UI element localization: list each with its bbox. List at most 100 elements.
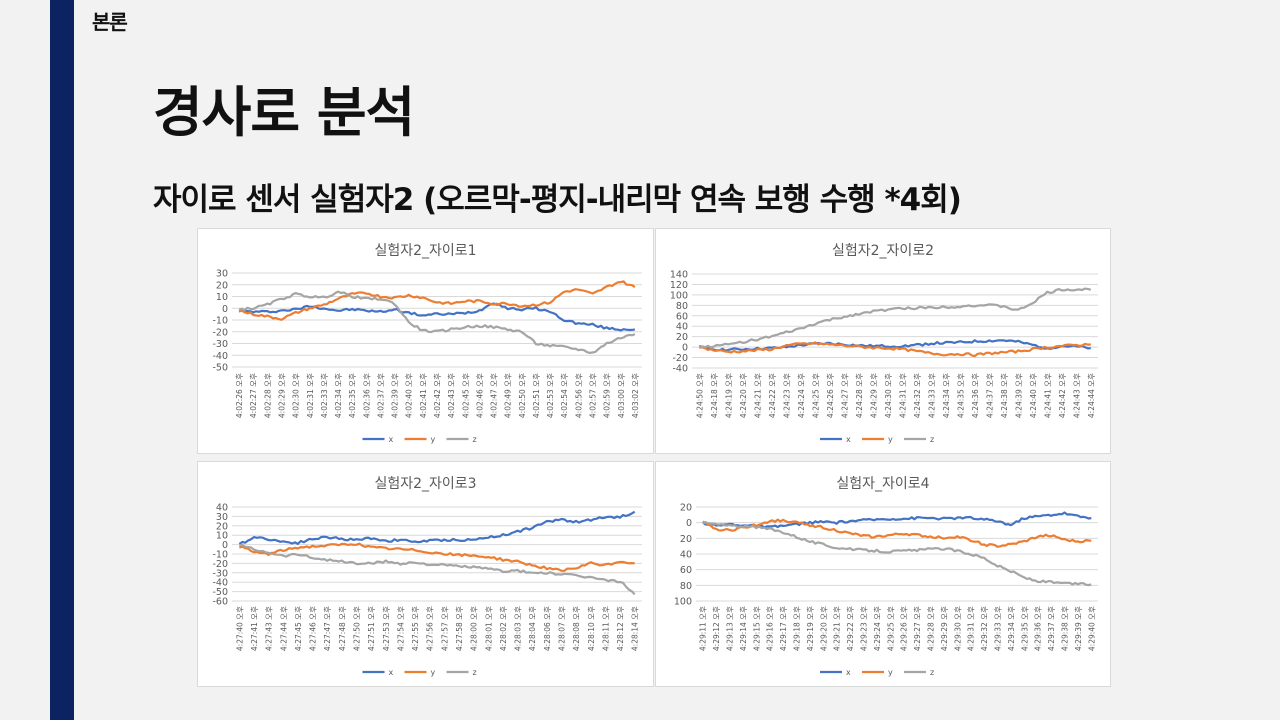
y-tick-label: 60 bbox=[680, 565, 692, 576]
x-tick-label: 4:28:02 오후 bbox=[499, 606, 508, 651]
x-tick-label: 4:29:18 오후 bbox=[793, 606, 802, 651]
y-tick-label: -30 bbox=[212, 339, 228, 350]
y-tick-label: 140 bbox=[670, 270, 688, 281]
x-tick-label: 4:02:59 오후 bbox=[603, 373, 612, 418]
x-tick-label: 4:24:27 오후 bbox=[840, 373, 849, 418]
x-tick-label: 4:02:42 오후 bbox=[433, 373, 442, 418]
x-tick-label: 4:27:55 오후 bbox=[411, 606, 420, 651]
x-tick-label: 4:29:23 오후 bbox=[860, 606, 869, 651]
x-tick-label: 4:24:33 오후 bbox=[927, 373, 936, 418]
series-line-y bbox=[702, 518, 1092, 548]
x-tick-label: 4:24:35 오후 bbox=[956, 373, 965, 418]
y-tick-label: 100 bbox=[670, 290, 688, 301]
x-tick-label: 4:02:27 오후 bbox=[249, 373, 258, 418]
y-tick-label: 40 bbox=[676, 322, 688, 333]
x-tick-label: 4:24:23 오후 bbox=[782, 373, 791, 418]
x-tick-label: 4:24:18 오후 bbox=[710, 373, 719, 418]
x-tick-label: 4:27:58 오후 bbox=[455, 606, 464, 651]
x-tick-label: 4:29:24 오후 bbox=[873, 606, 882, 651]
x-tick-label: 4:24:19 오후 bbox=[724, 373, 733, 418]
x-tick-label: 4:29:30 오후 bbox=[953, 606, 962, 651]
chart-gyro4: 실험자_자이로4 20 0 20 40 60 80 100 4:29:11 오후 4:29:12 … bbox=[674, 476, 1098, 677]
x-tick-label: 4:29:37 오후 bbox=[1047, 606, 1056, 651]
x-tick-label: 4:29:27 오후 bbox=[913, 606, 922, 651]
x-tick-label: 4:24:28 오후 bbox=[855, 373, 864, 418]
x-tick-label: 4:28:12 오후 bbox=[616, 606, 625, 651]
x-tick-label: 4:24:38 오후 bbox=[1000, 373, 1009, 418]
x-tick-label: 4:24:24 오후 bbox=[797, 373, 806, 418]
x-tick-label: 4:29:25 오후 bbox=[886, 606, 895, 651]
series-line-y bbox=[239, 542, 635, 572]
chart-title: 실험자2_자이로2 bbox=[832, 243, 934, 259]
x-tick-label: 4:24:29 오후 bbox=[869, 373, 878, 418]
series-line-z bbox=[239, 543, 636, 596]
y-tick-label: -40 bbox=[212, 578, 228, 589]
x-tick-label: 4:28:14 오후 bbox=[631, 606, 640, 651]
x-tick-label: 4:02:41 오후 bbox=[419, 373, 428, 418]
x-tick-label: 4:29:35 오후 bbox=[1020, 606, 1029, 651]
y-tick-label: 20 bbox=[680, 534, 692, 545]
x-tick-label: 4:29:28 오후 bbox=[927, 606, 936, 651]
legend-label-z: z bbox=[473, 435, 477, 444]
x-tick-label: 4:29:29 오후 bbox=[940, 606, 949, 651]
x-tick-label: 4:02:40 오후 bbox=[405, 373, 414, 418]
legend-label-y: y bbox=[888, 435, 893, 444]
x-tick-label: 4:29:33 오후 bbox=[994, 606, 1003, 651]
x-tick-label: 4:28:06 오후 bbox=[543, 606, 552, 651]
y-tick-label: -10 bbox=[212, 316, 228, 327]
y-tick-label: -50 bbox=[212, 363, 228, 374]
x-tick-label: 4:29:32 오후 bbox=[980, 606, 989, 651]
y-tick-label: 80 bbox=[680, 581, 692, 592]
x-tick-label: 4:28:11 오후 bbox=[601, 606, 610, 651]
legend-label-x: x bbox=[846, 668, 851, 677]
x-tick-label: 4:02:34 오후 bbox=[334, 373, 343, 418]
page-title: 경사로 분석 bbox=[153, 81, 415, 144]
x-tick-label: 4:27:47 오후 bbox=[323, 606, 332, 651]
x-tick-label: 4:29:16 오후 bbox=[766, 606, 775, 651]
y-tick-label: 20 bbox=[680, 503, 692, 514]
y-tick-label: 40 bbox=[680, 550, 692, 561]
chart-title: 실험자_자이로4 bbox=[836, 476, 929, 492]
x-tick-label: 4:27:48 오후 bbox=[338, 606, 347, 651]
y-tick-label: -60 bbox=[212, 597, 228, 608]
legend-label-y: y bbox=[431, 668, 436, 677]
series-line-y bbox=[698, 341, 1091, 358]
x-tick-label: 4:29:12 오후 bbox=[712, 606, 721, 651]
series-line-x bbox=[238, 302, 636, 332]
x-tick-label: 4:28:03 오후 bbox=[514, 606, 523, 651]
series-line-z bbox=[238, 290, 636, 355]
x-tick-label: 4:27:53 오후 bbox=[382, 606, 391, 651]
x-tick-label: 4:29:19 오후 bbox=[806, 606, 815, 651]
x-tick-label: 4:24:39 오후 bbox=[1014, 373, 1023, 418]
x-tick-label: 4:28:08 오후 bbox=[572, 606, 581, 651]
x-tick-label: 4:29:14 오후 bbox=[739, 606, 748, 651]
x-tick-label: 4:24:32 오후 bbox=[913, 373, 922, 418]
x-tick-label: 4:29:17 오후 bbox=[779, 606, 788, 651]
y-tick-label: -40 bbox=[212, 351, 228, 362]
x-tick-label: 4:29:36 오후 bbox=[1034, 606, 1043, 651]
series-line-z bbox=[702, 520, 1092, 587]
section-label: 본론 bbox=[92, 10, 128, 34]
x-tick-label: 4:24:21 오후 bbox=[753, 373, 762, 418]
x-tick-label: 4:02:29 오후 bbox=[277, 373, 286, 418]
y-tick-label: 10 bbox=[216, 292, 228, 303]
x-tick-label: 4:27:43 오후 bbox=[265, 606, 274, 651]
y-tick-label: 0 bbox=[686, 518, 692, 529]
x-tick-label: 4:27:51 오후 bbox=[367, 606, 376, 651]
x-tick-label: 4:24:36 오후 bbox=[971, 373, 980, 418]
chart-panel-gyro3: 실험자2_자이로3 40 30 20 10 0 -10 -20 -30 -40 -50 -60 4:27… bbox=[197, 461, 654, 687]
series-line-x bbox=[702, 511, 1092, 529]
x-tick-label: 4:28:04 오후 bbox=[528, 606, 537, 651]
x-tick-label: 4:29:20 오후 bbox=[819, 606, 828, 651]
x-tick-label: 4:02:54 오후 bbox=[560, 373, 569, 418]
series-line-y bbox=[239, 280, 636, 321]
y-tick-label: -40 bbox=[672, 364, 688, 375]
y-tick-label: -50 bbox=[212, 587, 228, 598]
x-tick-label: 4:02:53 오후 bbox=[546, 373, 555, 418]
x-tick-label: 4:02:56 오후 bbox=[574, 373, 583, 418]
x-tick-label: 4:02:39 오후 bbox=[391, 373, 400, 418]
legend-label-z: z bbox=[930, 435, 934, 444]
chart-title: 실험자2_자이로3 bbox=[374, 476, 476, 492]
